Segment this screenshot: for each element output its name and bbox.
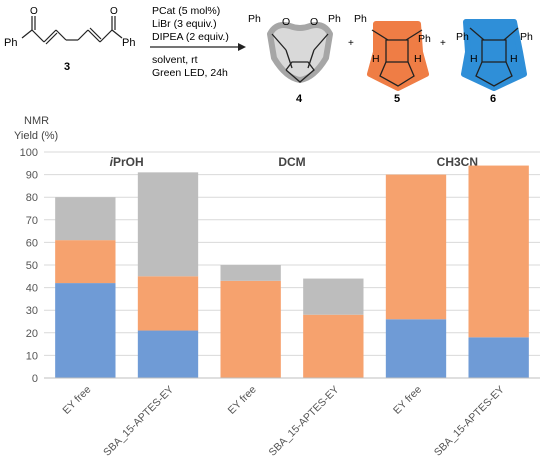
product-6-h-left: H — [470, 53, 478, 65]
product-4-o-left: O — [282, 16, 290, 28]
y-tick-label: 80 — [26, 192, 38, 204]
yield-chart: 0 10 20 30 40 50 60 70 80 90 100 NMR Yield (%) iPr… — [14, 115, 540, 458]
product-5-ph-left: Ph — [354, 13, 367, 25]
y-tick-label: 30 — [26, 305, 38, 317]
bar-segment-series-0-cat-4 — [385, 319, 447, 378]
y-axis-label-line2: Yield (%) — [14, 130, 58, 142]
bar-segment-series-1-cat-0 — [55, 240, 116, 284]
group-label: iPrOH — [110, 155, 144, 169]
product-4-ph-left: Ph — [248, 13, 261, 25]
gridlines — [44, 151, 540, 356]
y-tick-label: 10 — [26, 350, 38, 362]
bar-segment-series-2-cat-1 — [137, 172, 199, 277]
condition-catalyst: PCat (5 mol%) — [152, 5, 220, 17]
y-axis-ticks: 0 10 20 30 40 50 60 70 80 90 100 — [20, 147, 38, 385]
reactant-o-right: O — [110, 6, 118, 17]
x-tick-label: SBA_15-APTES-EY — [101, 384, 176, 458]
y-tick-label: 90 — [26, 170, 38, 182]
bar-segment-series-2-cat-0 — [55, 197, 116, 241]
reactant-label: 3 — [64, 61, 70, 73]
product-6-ph-right: Ph — [520, 31, 533, 43]
product-5-ph-right: Ph — [418, 33, 431, 45]
product-4-label: 4 — [296, 93, 303, 105]
bar-segment-series-1-cat-5 — [468, 165, 529, 338]
plus-sign-2: + — [440, 38, 446, 49]
reactant-ph-left: Ph — [4, 37, 17, 49]
plus-sign-1: + — [348, 38, 354, 49]
y-axis-label-line1: NMR — [24, 115, 49, 127]
bar-segment-series-1-cat-3 — [303, 314, 364, 378]
bar-segment-series-1-cat-2 — [220, 280, 281, 378]
x-tick-label: EY free — [60, 384, 93, 417]
product-6-structure — [461, 19, 527, 91]
x-tick-label: EY free — [391, 384, 424, 417]
bar-segment-series-1-cat-1 — [137, 276, 199, 331]
x-axis-labels: EY free SBA_15-APTES-EY EY free SBA_15-APTE… — [60, 384, 506, 458]
product-4-ph-right: Ph — [328, 13, 341, 25]
product-5-h-left: H — [372, 53, 380, 65]
product-5-h-right: H — [414, 53, 422, 65]
y-tick-label: 100 — [20, 147, 38, 159]
condition-base: DIPEA (2 equiv.) — [152, 31, 229, 43]
bars — [55, 165, 529, 378]
condition-solvent: solvent, rt — [152, 54, 198, 66]
y-tick-label: 40 — [26, 283, 38, 295]
reactant-ph-right: Ph — [122, 37, 135, 49]
reaction-scheme: O O Ph Ph 3 PCat (5 mol%) LiBr (3 equiv.… — [4, 5, 533, 105]
product-4-structure — [267, 22, 333, 83]
x-tick-label: EY free — [226, 384, 259, 417]
product-5-label: 5 — [394, 93, 400, 105]
condition-salt: LiBr (3 equiv.) — [152, 18, 217, 30]
y-tick-label: 70 — [26, 215, 38, 227]
group-label: DCM — [278, 155, 305, 169]
x-tick-label: SBA_15-APTES-EY — [432, 384, 507, 458]
bar-segment-series-2-cat-3 — [303, 278, 364, 315]
group-labels: iPrOH DCM CH3CN — [110, 155, 478, 169]
reactant-o-left: O — [30, 6, 38, 17]
y-tick-label: 50 — [26, 260, 38, 272]
bar-segment-series-0-cat-5 — [468, 337, 529, 378]
product-6-ph-left: Ph — [456, 31, 469, 43]
bar-segment-series-0-cat-0 — [55, 283, 116, 378]
product-6-h-right: H — [510, 53, 518, 65]
group-label: CH3CN — [437, 155, 478, 169]
reaction-arrowhead — [238, 43, 246, 51]
y-tick-label: 20 — [26, 328, 38, 340]
y-tick-label: 0 — [32, 373, 38, 385]
bar-segment-series-2-cat-2 — [220, 265, 281, 281]
reactant-structure — [21, 16, 123, 45]
bar-segment-series-0-cat-1 — [137, 330, 199, 378]
product-6-label: 6 — [490, 93, 496, 105]
condition-light: Green LED, 24h — [152, 67, 228, 79]
product-4-o-right: O — [310, 16, 318, 28]
y-tick-label: 60 — [26, 237, 38, 249]
bar-segment-series-1-cat-4 — [385, 174, 447, 320]
product-5-structure — [367, 21, 429, 91]
x-tick-label: SBA_15-APTES-EY — [267, 384, 342, 458]
